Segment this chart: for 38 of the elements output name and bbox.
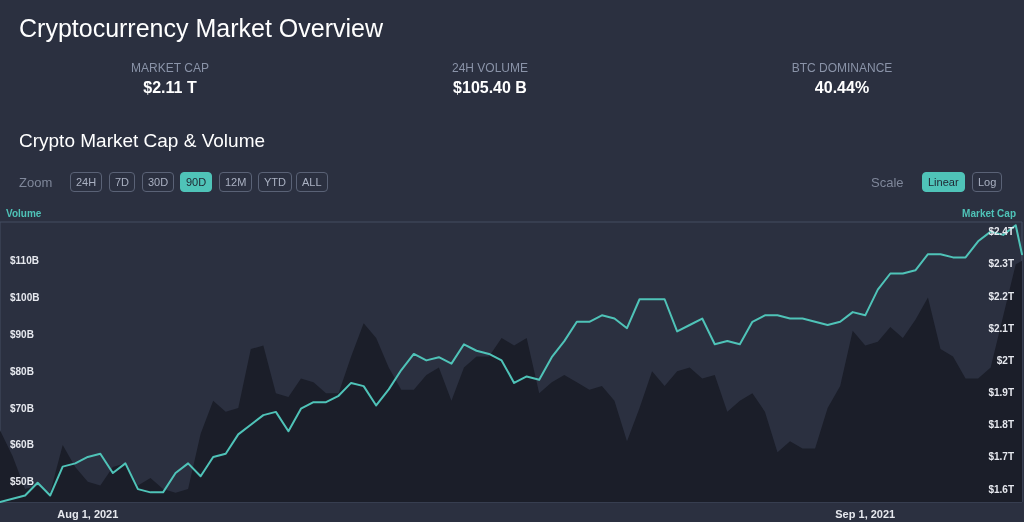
text: MARKET CAP	[130, 61, 210, 75]
y2-tick-label: $2.3T	[988, 258, 1014, 270]
y-tick-label: $70B	[10, 402, 34, 414]
text: 7D	[109, 172, 136, 192]
chart-subtitle: Crypto Market Cap & Volume	[19, 130, 266, 152]
text: Scale	[871, 175, 904, 190]
y-axis-title: Volume	[6, 207, 42, 219]
y2-tick-label: $1.8T	[988, 419, 1014, 431]
y-tick-label: $60B	[10, 439, 34, 451]
y-tick-label: $80B	[10, 365, 34, 377]
text: 90D	[180, 172, 213, 192]
x-tick-label: Aug 1, 2021	[57, 507, 119, 520]
text: ALL	[296, 172, 328, 192]
x-tick-label: Sep 1, 2021	[835, 507, 896, 520]
y-tick-label: $90B	[10, 328, 34, 340]
y2-tick-label: $2.2T	[988, 290, 1014, 302]
y2-axis-title: Market Cap	[962, 207, 1016, 219]
text: $105.40 B	[452, 79, 528, 97]
y2-tick-label: $1.6T	[988, 483, 1014, 495]
y2-tick-label: $2T	[996, 354, 1014, 366]
y2-tick-label: $2.1T	[988, 322, 1014, 334]
y2-tick-label: $1.7T	[988, 451, 1014, 463]
text: 30D	[142, 172, 175, 192]
y-tick-label: $50B	[10, 476, 34, 488]
text: $2.11 T	[142, 79, 198, 97]
text: 24H	[70, 172, 103, 192]
text: YTD	[258, 172, 292, 192]
y2-tick-label: $1.9T	[988, 387, 1014, 399]
chart-title: Cryptocurrency Market Overview	[19, 14, 383, 43]
text: Linear	[922, 172, 965, 192]
text: 40.44%	[813, 79, 871, 97]
text: 24H VOLUME	[451, 61, 529, 75]
y-tick-label: $100B	[10, 292, 40, 304]
text: Zoom	[19, 175, 53, 190]
text: BTC DOMINANCE	[790, 61, 894, 75]
y-tick-label: $110B	[10, 255, 39, 267]
text: Log	[972, 172, 1003, 192]
text: 12M	[219, 172, 253, 192]
